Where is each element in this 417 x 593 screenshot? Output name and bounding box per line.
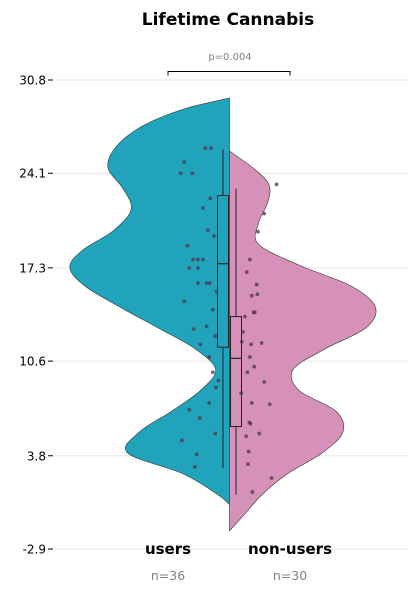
data-point-users [182,299,187,304]
data-point-non-users [252,364,257,369]
data-points [178,146,279,494]
group-count-non-users: n=30 [273,568,307,583]
data-point-non-users [245,370,250,375]
y-tick-label: 24.1 [19,167,46,181]
data-point-users [196,265,200,270]
significance-bracket: p=0.004 [167,52,291,76]
boxplots [217,149,242,495]
data-point-users [201,257,205,262]
data-point-users [197,416,202,421]
data-point-non-users [248,257,252,262]
data-point-users [210,370,215,375]
data-point-users [203,146,208,151]
data-point-non-users [262,211,267,216]
violins [69,97,377,532]
box-non-users [230,316,242,428]
data-point-users [212,233,216,238]
data-point-users [204,281,209,286]
data-point-non-users [248,421,253,426]
data-point-non-users [274,182,279,187]
data-point-users [196,257,200,262]
data-point-users [191,257,195,262]
data-point-users [201,206,205,210]
data-point-non-users [256,229,260,234]
data-point-non-users [254,282,259,287]
significance-bracket-line [167,71,291,76]
data-point-non-users [269,476,274,480]
violin-non-users [229,150,377,532]
data-point-users [192,464,197,469]
violin-users [69,97,230,506]
data-point-non-users [239,391,244,396]
data-point-non-users [257,431,262,436]
data-point-non-users [244,270,249,274]
data-point-non-users [251,310,256,315]
data-point-users [209,146,213,151]
data-point-users [214,385,218,390]
data-point-non-users [243,314,247,319]
y-tick-label: 17.3 [19,261,46,275]
data-point-users [187,407,192,412]
data-point-users [185,243,190,248]
data-point-non-users [241,329,245,334]
data-point-non-users [259,341,264,345]
group-label-users: users [145,540,191,558]
chart-title: Lifetime Cannabis [142,10,314,30]
data-point-users [178,171,183,176]
data-point-users [216,378,221,383]
data-point-users [194,452,199,457]
data-point-users [198,342,203,347]
group-count-users: n=36 [151,568,185,583]
data-point-non-users [249,293,254,298]
data-point-users [204,324,209,329]
data-point-users [208,196,213,201]
data-point-non-users [249,342,254,347]
data-point-users [210,307,215,312]
data-point-non-users [249,400,254,405]
data-point-non-users [267,402,272,407]
data-point-users [179,438,184,443]
data-point-users [182,160,187,165]
data-point-users [187,265,192,270]
data-point-users [190,171,195,176]
data-point-users [196,281,200,286]
data-point-users [191,327,196,332]
data-point-users [207,281,212,286]
data-point-non-users [246,449,251,454]
data-point-non-users [244,434,249,439]
data-point-users [214,289,219,294]
y-tick-label: -2.9 [23,543,46,557]
y-tick-label: 3.8 [27,449,46,463]
group-labels: users non-users n=36 n=30 [145,540,332,583]
p-value-label: p=0.004 [208,52,251,63]
data-point-non-users [262,380,267,384]
data-point-non-users [255,292,260,297]
data-point-users [207,400,212,405]
group-label-non-users: non-users [248,540,332,558]
data-point-non-users [239,339,244,344]
y-axis-ticks: -2.9 3.8 10.6 17.3 24.1 30.8 [19,74,53,557]
data-point-non-users [248,355,252,359]
y-tick-label: 10.6 [19,355,46,369]
data-point-users [207,355,212,359]
data-point-non-users [246,462,250,467]
data-point-users [213,431,218,436]
y-tick-label: 30.8 [19,74,46,88]
data-point-non-users [250,490,255,494]
data-point-users [213,334,218,338]
data-point-users [205,228,210,233]
box-users [217,195,229,348]
